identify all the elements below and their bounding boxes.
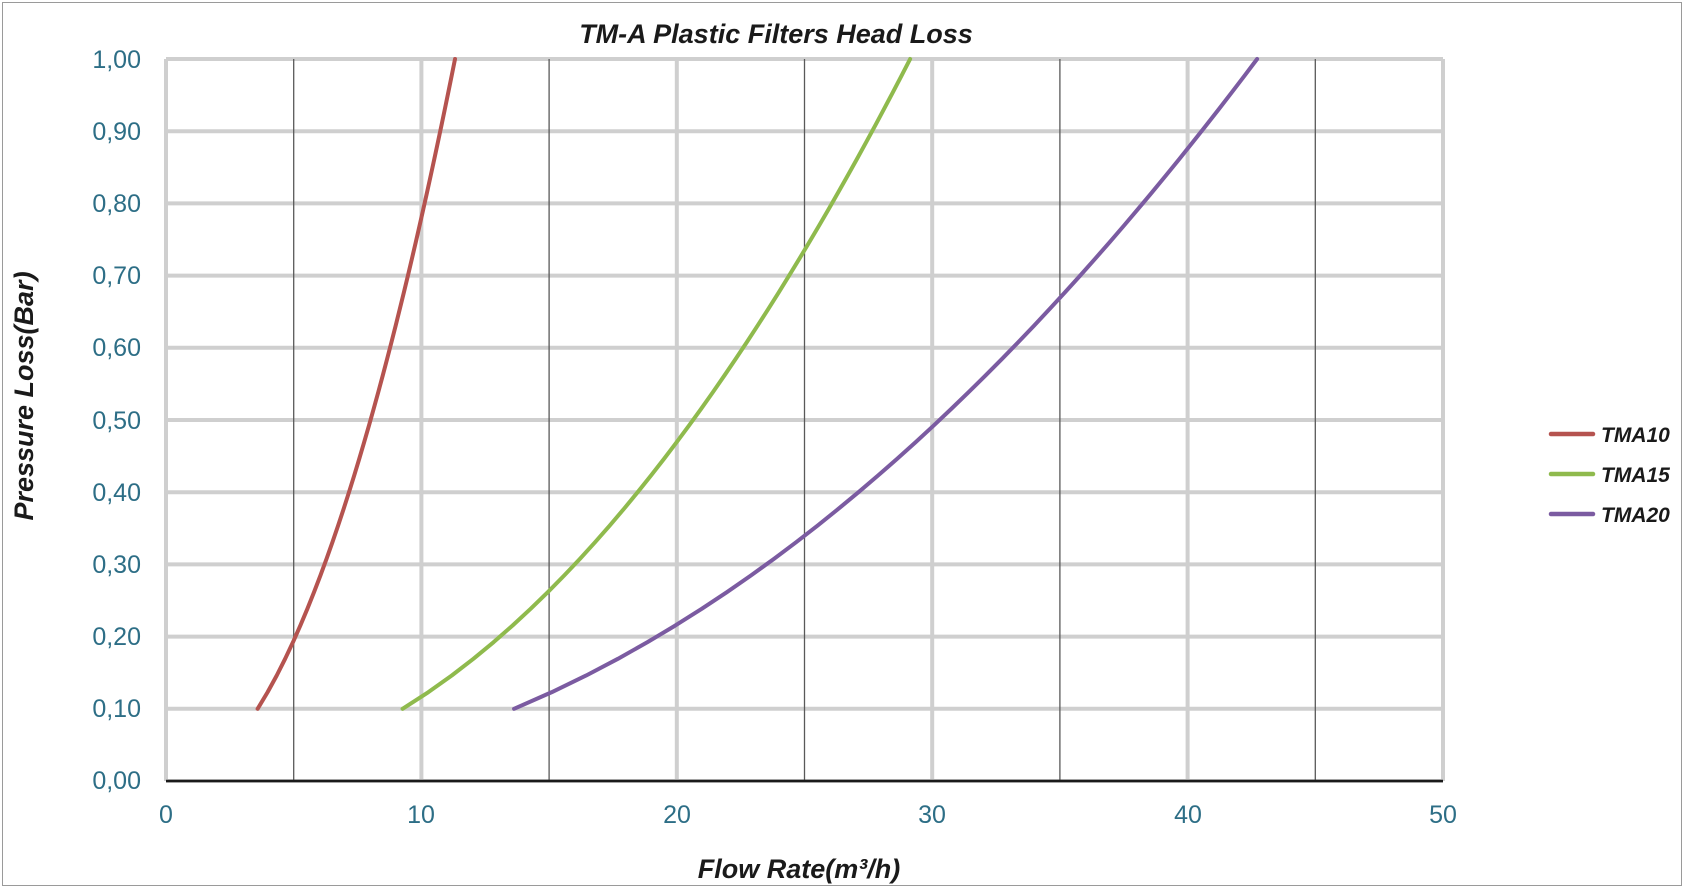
svg-text:TMA10: TMA10: [1601, 424, 1670, 447]
svg-text:0,40: 0,40: [92, 479, 141, 507]
svg-text:0,00: 0,00: [92, 767, 141, 795]
svg-text:0,60: 0,60: [92, 334, 141, 362]
svg-text:0,30: 0,30: [92, 551, 141, 579]
svg-text:TMA15: TMA15: [1601, 464, 1670, 487]
svg-text:30: 30: [918, 801, 946, 829]
svg-text:Pressure Loss(Bar): Pressure Loss(Bar): [9, 271, 39, 520]
svg-text:Flow Rate(m³/h): Flow Rate(m³/h): [698, 854, 901, 884]
svg-text:50: 50: [1429, 801, 1457, 829]
svg-text:10: 10: [407, 801, 435, 829]
svg-text:20: 20: [663, 801, 691, 829]
svg-text:TMA20: TMA20: [1601, 504, 1670, 527]
svg-text:0,90: 0,90: [92, 118, 141, 146]
svg-text:0,20: 0,20: [92, 623, 141, 651]
svg-text:0,80: 0,80: [92, 190, 141, 218]
svg-text:1,00: 1,00: [92, 46, 141, 74]
svg-text:0,10: 0,10: [92, 695, 141, 723]
svg-text:40: 40: [1174, 801, 1202, 829]
svg-text:TM-A Plastic Filters Head Loss: TM-A Plastic Filters Head Loss: [579, 19, 973, 49]
svg-text:0,70: 0,70: [92, 262, 141, 290]
svg-text:0,50: 0,50: [92, 407, 141, 435]
svg-text:0: 0: [159, 801, 173, 829]
